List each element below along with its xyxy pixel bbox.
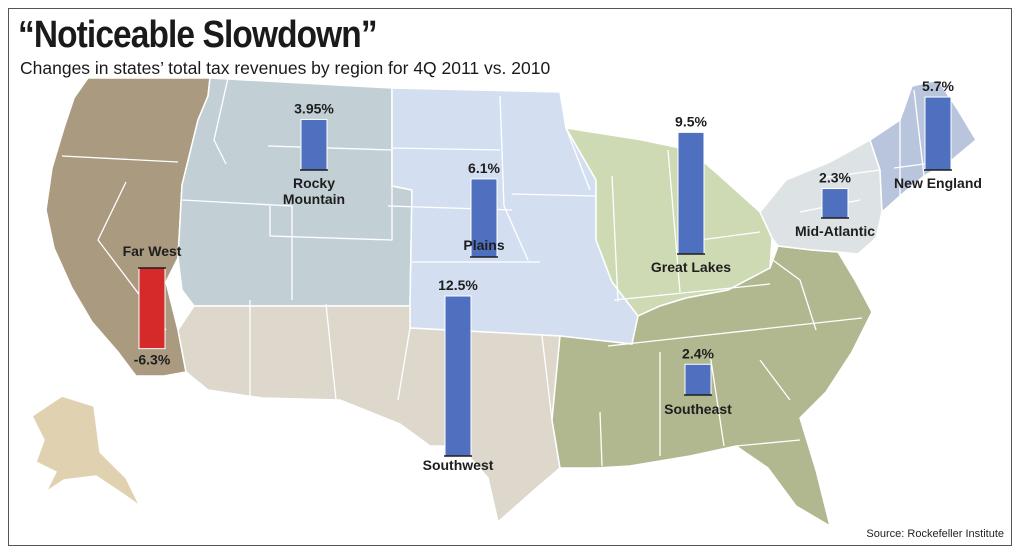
source-note: Source: Rockefeller Institute [866,528,1004,540]
region-label: New England [894,175,982,191]
value-label: -6.3% [134,352,171,368]
region-label: Great Lakes [651,259,731,275]
value-label: 2.4% [682,345,714,361]
value-label: 3.95% [294,100,334,116]
region-label: Southeast [664,401,732,417]
value-label: 9.5% [675,113,707,129]
region-label: Mountain [283,191,345,207]
bar-new-england [924,96,952,171]
region-new-england [869,79,977,214]
bar-great-lakes [677,131,705,255]
region-label: Far West [123,243,182,259]
bar-rocky-mountain [300,118,328,171]
value-label: 6.1% [468,160,500,176]
region-mid-atlantic [759,138,883,255]
bar-southeast [684,363,712,396]
value-label: 5.7% [922,78,954,94]
region-label: Mid-Atlantic [795,223,875,239]
chart-subtitle: Changes in states’ total tax revenues by… [20,58,551,78]
region-southwest [177,305,561,524]
region-label: Plains [463,237,504,253]
bar-mid-atlantic [821,188,849,219]
region-label: Southwest [423,457,494,473]
value-label: 2.3% [819,170,851,186]
chart-title: “Noticeable Slowdown” [18,14,378,56]
bar-southwest [444,295,472,457]
value-label: 12.5% [438,277,478,293]
region-label: Rocky [293,175,335,191]
region-alaska [31,395,141,507]
bar-far-west [138,267,166,350]
region-southeast [551,245,873,528]
